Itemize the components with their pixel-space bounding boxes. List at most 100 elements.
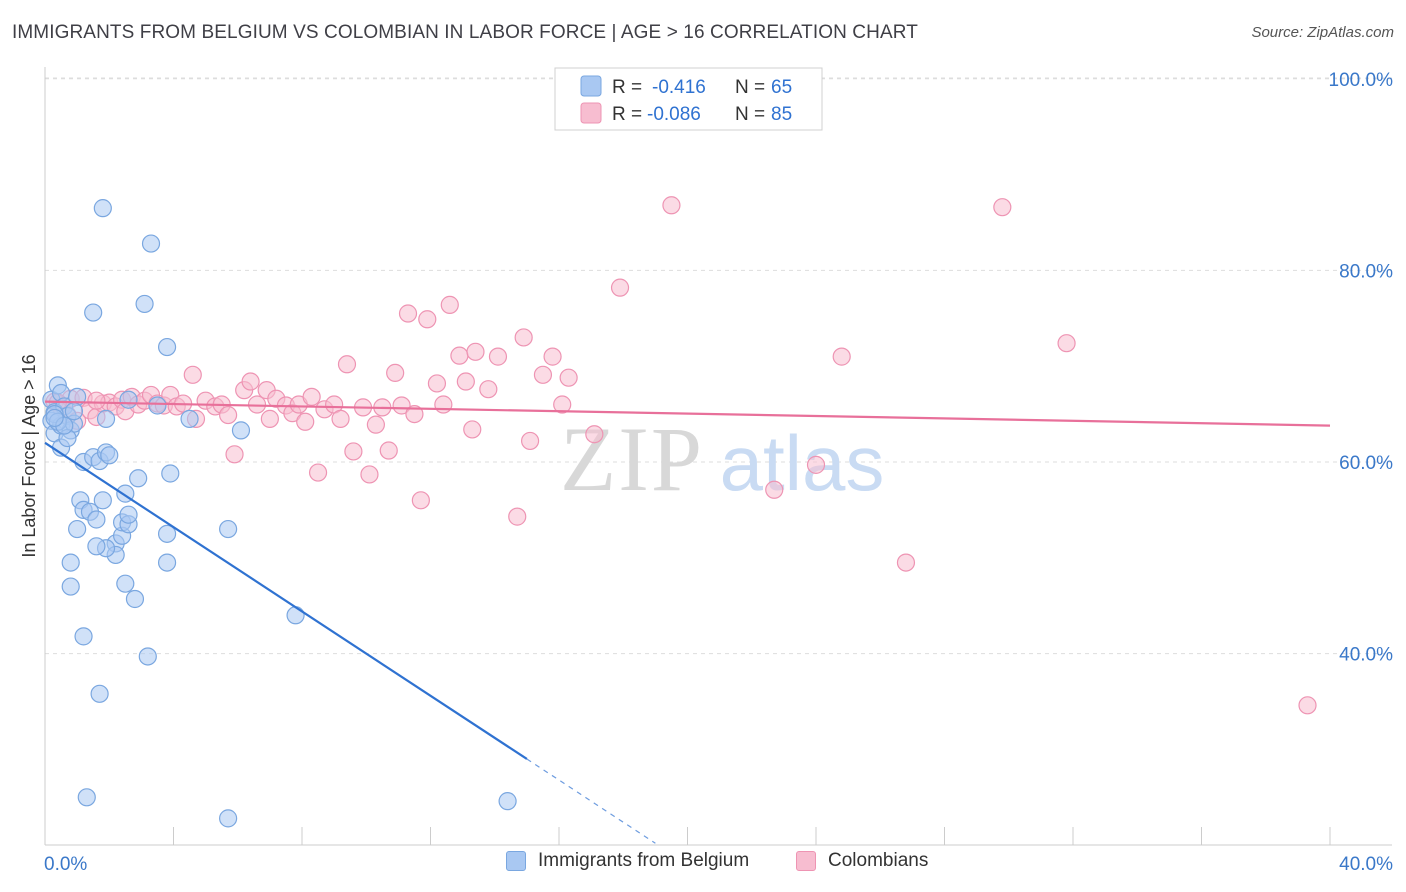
colombians-point — [559, 368, 578, 387]
colombians-point — [392, 396, 411, 415]
belgium-point — [157, 553, 177, 572]
belgium-trend-extension — [526, 758, 656, 844]
colombians-point — [386, 363, 405, 383]
belgium-point — [116, 574, 135, 593]
belgium-point — [138, 647, 157, 666]
colombians-point — [520, 431, 540, 451]
colombians-point — [296, 412, 315, 431]
colombians-point — [765, 480, 784, 499]
colombians-point — [463, 420, 482, 439]
legend-r-value-pink: -0.086 — [647, 104, 701, 125]
colombians-point — [896, 553, 916, 572]
trend-lines — [44, 400, 1331, 844]
colombians-point — [260, 409, 279, 428]
colombians-point — [183, 365, 202, 384]
colombians-point — [662, 196, 681, 215]
belgium-point — [61, 577, 80, 596]
belgium-points — [42, 199, 517, 828]
colombians-point — [832, 347, 851, 366]
colombians-point — [308, 463, 328, 482]
colombians-point — [508, 507, 527, 526]
colombians-point — [344, 442, 363, 461]
y-tick-label: 100.0% — [1329, 70, 1394, 91]
colombians-point — [488, 347, 508, 366]
legend-swatch-belgium — [506, 851, 526, 871]
colombians-point — [225, 445, 244, 464]
belgium-point — [161, 464, 180, 483]
colombians-point — [398, 304, 418, 323]
belgium-point — [219, 519, 238, 539]
legend-r-label-pink: R = — [612, 104, 642, 125]
legend-n-label-blue: N = — [735, 77, 765, 98]
colombians-point — [466, 342, 485, 361]
colombians-point — [411, 491, 430, 510]
y-tick-label: 40.0% — [1339, 645, 1393, 666]
colombians-point — [585, 425, 604, 444]
belgium-point — [77, 788, 96, 807]
source-label: Source: ZipAtlas.com — [1251, 24, 1394, 41]
belgium-point — [61, 553, 80, 572]
legend-r-value-blue: -0.416 — [652, 77, 706, 98]
colombians-point — [450, 346, 469, 365]
belgium-point — [219, 809, 238, 828]
belgium-point — [84, 303, 103, 322]
belgium-point — [87, 537, 106, 556]
belgium-point — [498, 792, 517, 811]
belgium-point — [87, 510, 106, 529]
y-axis-title: In Labor Force | Age > 16 — [19, 354, 39, 557]
colombians-point — [405, 405, 424, 424]
colombians-point — [806, 455, 826, 474]
belgium-point — [64, 402, 84, 421]
belgium-point — [45, 408, 64, 428]
colombians-point — [610, 278, 630, 297]
belgium-point — [90, 684, 109, 703]
colombians-point — [434, 395, 453, 414]
axis-labels: 40.0% 60.0% 80.0% 100.0% 0.0% 40.0% — [44, 70, 1393, 875]
y-tick-label: 80.0% — [1339, 261, 1393, 282]
colombians-point — [302, 387, 321, 406]
legend-n-value-blue: 65 — [771, 77, 792, 98]
colombians-point — [331, 409, 350, 428]
watermark-atlas: atlas — [720, 419, 885, 507]
belgium-point — [141, 234, 161, 253]
colombians-point — [514, 328, 533, 347]
x-tick-label: 0.0% — [44, 854, 87, 875]
colombians-point — [379, 441, 398, 460]
colombians-point — [427, 374, 447, 393]
colombians-point — [337, 355, 357, 374]
belgium-point — [93, 491, 112, 510]
colombians-point — [533, 365, 553, 384]
watermark-zip: ZIP — [560, 408, 704, 510]
watermark: ZIP atlas — [560, 408, 884, 510]
legend-label-colombians: Colombians — [828, 850, 929, 871]
belgium-point — [286, 606, 305, 625]
legend-r-label-blue: R = — [612, 77, 642, 98]
colombians-point — [1057, 334, 1076, 353]
belgium-point — [129, 469, 148, 488]
colombians-point — [418, 310, 437, 329]
colombians-point — [360, 465, 379, 484]
legend-label-belgium: Immigrants from Belgium — [538, 850, 750, 871]
legend-n-value-pink: 85 — [771, 104, 792, 125]
chart-title: IMMIGRANTS FROM BELGIUM VS COLOMBIAN IN … — [12, 22, 918, 43]
belgium-trend-line — [44, 441, 528, 760]
x-tick-label: 40.0% — [1339, 854, 1393, 875]
correlation-legend: R = -0.416 N = 65 R = -0.086 N = 85 — [554, 67, 823, 131]
colombians-point — [553, 395, 572, 414]
axis-layer — [44, 67, 1392, 846]
legend-item-belgium[interactable]: Immigrants from Belgium — [506, 850, 749, 872]
belgium-point — [119, 390, 138, 409]
belgium-point — [157, 337, 177, 357]
belgium-point — [231, 421, 251, 440]
belgium-point — [93, 199, 112, 218]
colombians-point — [993, 198, 1012, 217]
colombians-point — [366, 415, 385, 434]
colombians-point — [456, 372, 475, 391]
belgium-point — [119, 505, 138, 524]
belgium-point — [180, 409, 199, 428]
colombians-point — [1298, 696, 1317, 715]
belgium-point — [100, 446, 119, 465]
legend-swatch-blue — [580, 75, 602, 97]
legend-item-colombians[interactable]: Colombians — [796, 850, 928, 872]
series-legend: Immigrants from Belgium Colombians — [0, 850, 1406, 880]
